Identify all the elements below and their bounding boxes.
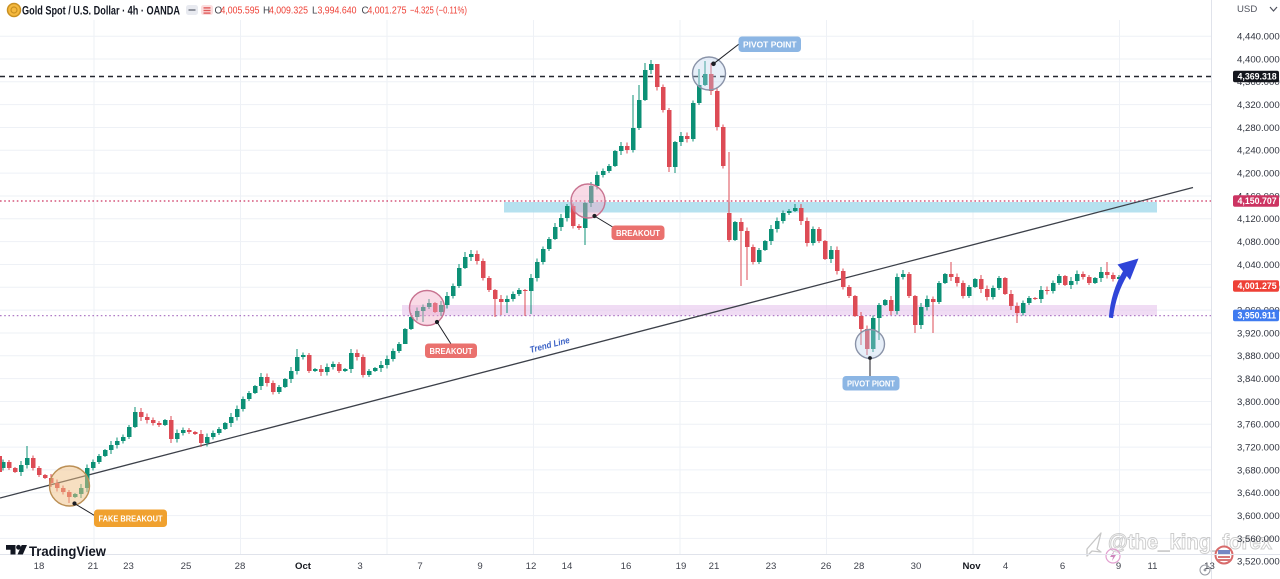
svg-text:4: 4	[1003, 561, 1009, 572]
svg-text:3,680.000: 3,680.000	[1237, 465, 1280, 476]
svg-text:C: C	[362, 5, 369, 16]
svg-text:USD: USD	[1237, 4, 1257, 15]
svg-text:3,950.911: 3,950.911	[1238, 311, 1277, 321]
svg-text:@the_king_forex: @the_king_forex	[1108, 531, 1272, 554]
svg-text:3,520.000: 3,520.000	[1237, 557, 1280, 568]
svg-text:3,840.000: 3,840.000	[1237, 374, 1280, 385]
svg-text:4,280.000: 4,280.000	[1237, 123, 1280, 134]
svg-text:PIVOT PIONT: PIVOT PIONT	[847, 378, 896, 388]
svg-text:23: 23	[766, 561, 777, 572]
svg-text:3,760.000: 3,760.000	[1237, 420, 1280, 431]
svg-text:4,400.000: 4,400.000	[1237, 54, 1280, 65]
svg-text:PIVOT POINT: PIVOT POINT	[743, 39, 797, 49]
svg-text:28: 28	[235, 561, 246, 572]
svg-text:4,150.707: 4,150.707	[1238, 196, 1277, 206]
svg-text:25: 25	[181, 561, 192, 572]
svg-text:3,600.000: 3,600.000	[1237, 511, 1280, 522]
svg-text:4,040.000: 4,040.000	[1237, 260, 1280, 271]
svg-text:4,080.000: 4,080.000	[1237, 237, 1280, 248]
svg-text:O: O	[215, 5, 223, 16]
svg-text:4,320.000: 4,320.000	[1237, 100, 1280, 111]
svg-text:28: 28	[854, 561, 865, 572]
svg-text:Oct: Oct	[295, 561, 312, 572]
svg-text:6: 6	[1060, 561, 1065, 572]
svg-text:3,720.000: 3,720.000	[1237, 443, 1280, 454]
svg-text:4,440.000: 4,440.000	[1237, 32, 1280, 43]
svg-text:BREAKOUT: BREAKOUT	[616, 228, 661, 238]
svg-text:3,920.000: 3,920.000	[1237, 328, 1280, 339]
svg-text:11: 11	[1148, 561, 1158, 572]
svg-text:3: 3	[357, 561, 362, 572]
svg-text:14: 14	[562, 561, 573, 572]
svg-text:TradingView: TradingView	[29, 544, 106, 559]
svg-text:3,880.000: 3,880.000	[1237, 351, 1280, 362]
svg-text:18: 18	[34, 561, 45, 572]
svg-text:−4.325 (−0.11%): −4.325 (−0.11%)	[410, 5, 467, 16]
svg-text:13: 13	[1204, 561, 1215, 572]
svg-text:4,360.000: 4,360.000	[1237, 77, 1280, 88]
svg-text:9: 9	[1116, 561, 1121, 572]
svg-text:19: 19	[676, 561, 687, 572]
svg-text:23: 23	[123, 561, 134, 572]
svg-text:Gold Spot / U.S. Dollar · 4h ·: Gold Spot / U.S. Dollar · 4h · OANDA	[22, 4, 180, 18]
svg-text:4,120.000: 4,120.000	[1237, 214, 1280, 225]
svg-text:BREAKOUT: BREAKOUT	[430, 346, 474, 356]
svg-text:FAKE BREAKOUT: FAKE BREAKOUT	[99, 513, 164, 523]
svg-text:7: 7	[417, 561, 422, 572]
svg-text:12: 12	[526, 561, 537, 572]
svg-text:4,001.275: 4,001.275	[368, 5, 407, 16]
svg-text:4,009.325: 4,009.325	[269, 5, 308, 16]
svg-text:4,240.000: 4,240.000	[1237, 146, 1280, 157]
svg-text:3,640.000: 3,640.000	[1237, 488, 1280, 499]
svg-text:3,560.000: 3,560.000	[1237, 534, 1280, 545]
svg-text:4,369.318: 4,369.318	[1238, 72, 1277, 82]
svg-text:30: 30	[911, 561, 922, 572]
svg-text:4,001.275: 4,001.275	[1238, 281, 1277, 291]
svg-text:Nov: Nov	[962, 561, 981, 572]
svg-text:16: 16	[621, 561, 632, 572]
svg-text:3,994.640: 3,994.640	[318, 5, 357, 16]
svg-text:9: 9	[477, 561, 482, 572]
svg-text:L: L	[312, 5, 318, 16]
svg-text:26: 26	[821, 561, 832, 572]
svg-text:H: H	[263, 5, 270, 16]
svg-text:21: 21	[709, 561, 720, 572]
svg-text:4,005.595: 4,005.595	[221, 5, 260, 16]
svg-text:4,200.000: 4,200.000	[1237, 169, 1280, 180]
svg-text:3,800.000: 3,800.000	[1237, 397, 1280, 408]
svg-text:21: 21	[88, 561, 99, 572]
